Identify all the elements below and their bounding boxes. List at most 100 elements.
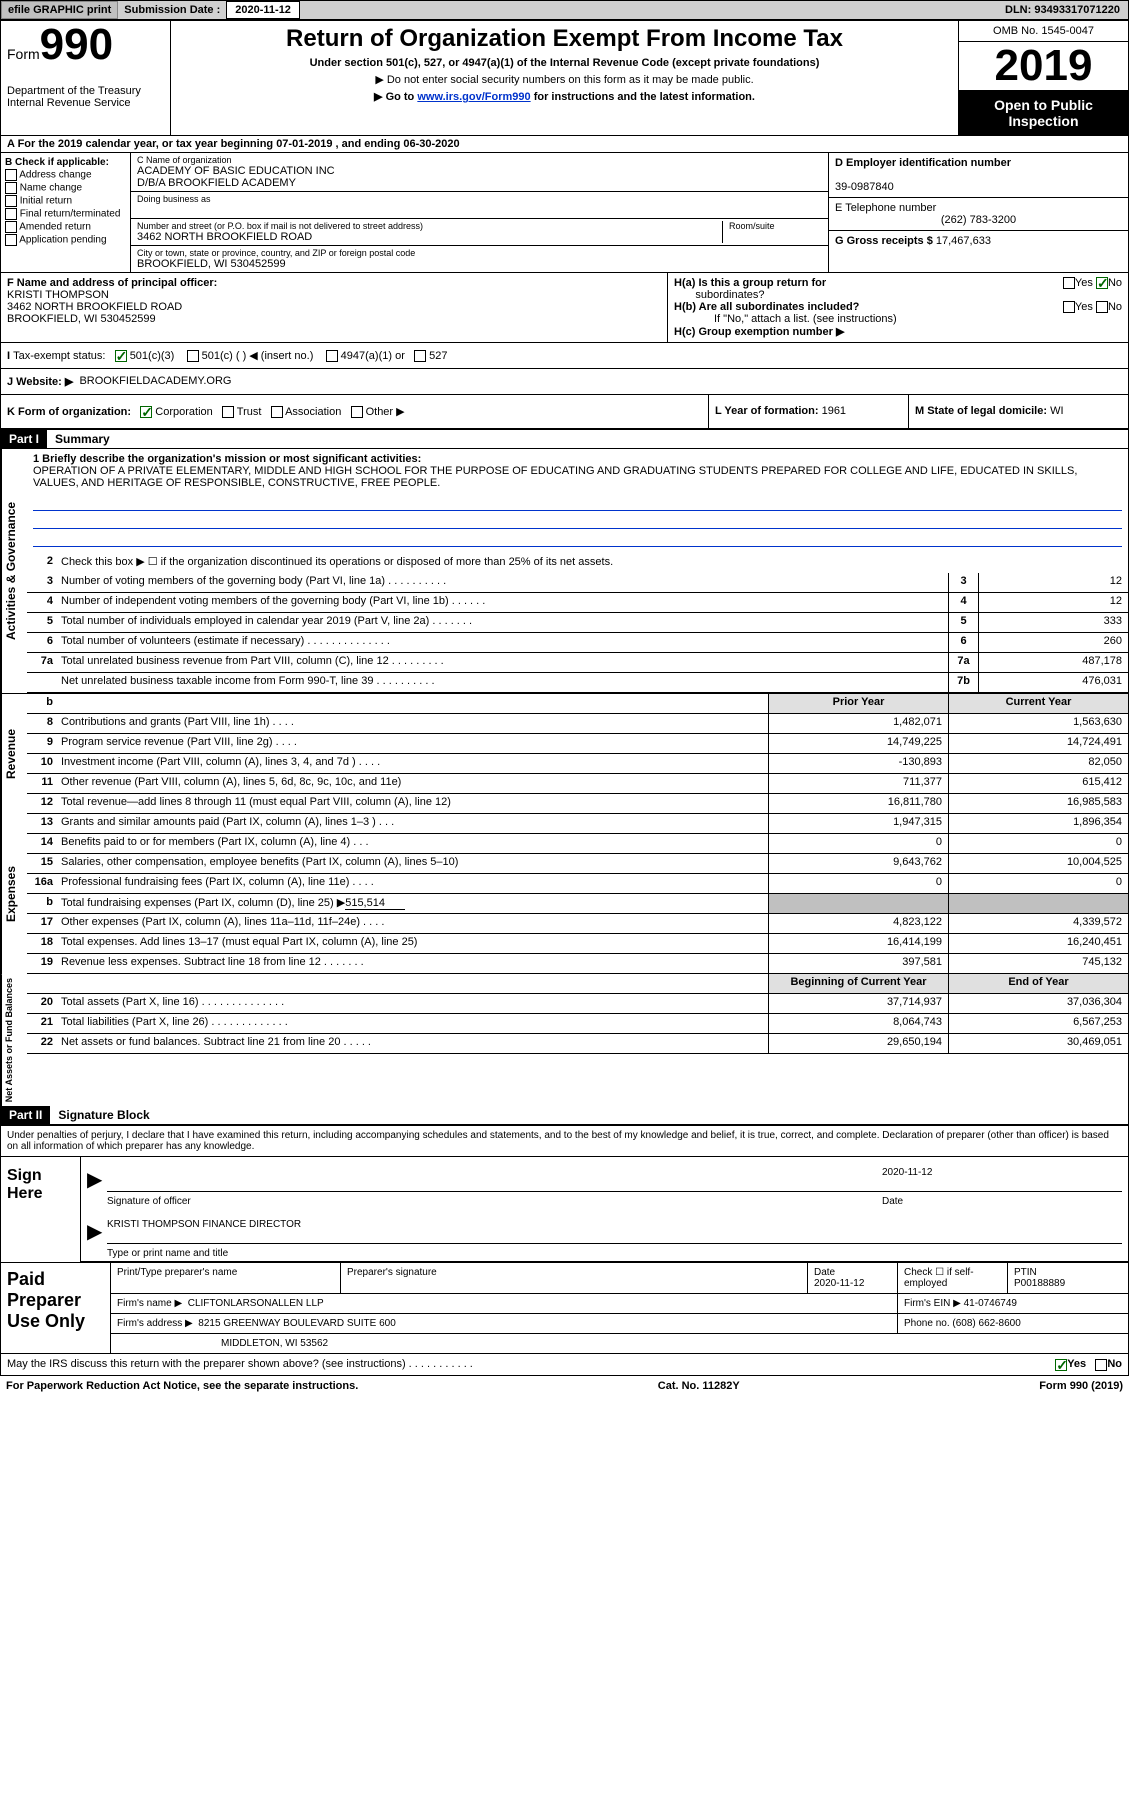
summary-governance: Activities & Governance 1 Briefly descri… (1, 449, 1128, 693)
summary-revenue: Revenue bPrior YearCurrent Year 8Contrib… (1, 693, 1128, 814)
chk-application-pending[interactable] (5, 234, 17, 246)
b22: 29,650,194 (768, 1034, 948, 1053)
discuss-yes[interactable] (1055, 1359, 1067, 1371)
form-header: Form990 Department of the Treasury Inter… (1, 21, 1128, 136)
chk-other[interactable] (351, 406, 363, 418)
website-value: BROOKFIELDACADEMY.ORG (79, 375, 231, 388)
b20: 37,714,937 (768, 994, 948, 1013)
mission-text: OPERATION OF A PRIVATE ELEMENTARY, MIDDL… (33, 465, 1077, 489)
chk-initial-return[interactable] (5, 195, 17, 207)
hb-yes[interactable] (1063, 301, 1075, 313)
side-revenue: Revenue (1, 694, 27, 814)
side-net-assets: Net Assets or Fund Balances (1, 974, 27, 1106)
line-2: Check this box ▶ ☐ if the organization d… (57, 553, 1128, 573)
preparer-sig-label: Preparer's signature (341, 1263, 808, 1293)
subtitle-2: ▶ Do not enter social security numbers o… (181, 73, 948, 86)
col-b-checkboxes: B Check if applicable: Address change Na… (1, 153, 131, 272)
signature-arrow-icon: ▶ (87, 1167, 107, 1192)
p10: -130,893 (768, 754, 948, 773)
street-address: 3462 NORTH BROOKFIELD ROAD (137, 231, 722, 243)
e21: 6,567,253 (948, 1014, 1128, 1033)
gross-label: G Gross receipts $ (835, 235, 933, 247)
ha-no[interactable] (1096, 277, 1108, 289)
submission-label: Submission Date : (118, 4, 226, 16)
sig-officer-label: Signature of officer (107, 1196, 872, 1207)
irs-link[interactable]: www.irs.gov/Form990 (417, 91, 530, 103)
page-footer: For Paperwork Reduction Act Notice, see … (0, 1376, 1129, 1396)
c16a: 0 (948, 874, 1128, 893)
city-state-zip: BROOKFIELD, WI 530452599 (137, 258, 822, 270)
officer-addr2: BROOKFIELD, WI 530452599 (7, 313, 156, 325)
city-label: City or town, state or province, country… (137, 248, 822, 258)
line-18: Total expenses. Add lines 13–17 (must eq… (57, 934, 768, 953)
val-6: 260 (978, 633, 1128, 652)
firm-ein: 41-0746749 (964, 1298, 1017, 1309)
signature-declaration: Under penalties of perjury, I declare th… (1, 1125, 1128, 1156)
form-number: 990 (40, 20, 113, 69)
val-7a: 487,178 (978, 653, 1128, 672)
room-label: Room/suite (729, 221, 822, 231)
ein-label: D Employer identification number (835, 157, 1011, 169)
irs: Internal Revenue Service (7, 97, 164, 109)
preparer-date: 2020-11-12 (814, 1278, 864, 1289)
c14: 0 (948, 834, 1128, 853)
p8: 1,482,071 (768, 714, 948, 733)
c15: 10,004,525 (948, 854, 1128, 873)
hdr-prior-year: Prior Year (768, 694, 948, 713)
tel-value: (262) 783-3200 (835, 214, 1122, 226)
chk-527[interactable] (414, 350, 426, 362)
c9: 14,724,491 (948, 734, 1128, 753)
p17: 4,823,122 (768, 914, 948, 933)
subtitle-1: Under section 501(c), 527, or 4947(a)(1)… (181, 57, 948, 69)
firm-addr: 8215 GREENWAY BOULEVARD SUITE 600 (198, 1318, 395, 1329)
officer-addr1: 3462 NORTH BROOKFIELD ROAD (7, 301, 182, 313)
chk-trust[interactable] (222, 406, 234, 418)
val-4: 12 (978, 593, 1128, 612)
row-i-tax-status: I Tax-exempt status: 501(c)(3) 501(c) ( … (1, 343, 1128, 369)
row-f-h: F Name and address of principal officer:… (1, 273, 1128, 343)
c19: 745,132 (948, 954, 1128, 973)
gross-receipts: 17,467,633 (936, 235, 991, 247)
chk-501c3[interactable] (115, 350, 127, 362)
chk-501c[interactable] (187, 350, 199, 362)
ein-value: 39-0987840 (835, 181, 894, 193)
line-15: Salaries, other compensation, employee b… (57, 854, 768, 873)
org-name: ACADEMY OF BASIC EDUCATION INC (137, 165, 822, 177)
chk-corp[interactable] (140, 406, 152, 418)
hb-no[interactable] (1096, 301, 1108, 313)
c12: 16,985,583 (948, 794, 1128, 813)
chk-4947[interactable] (326, 350, 338, 362)
chk-amended-return[interactable] (5, 221, 17, 233)
paid-preparer-label: Paid Preparer Use Only (1, 1263, 111, 1353)
dept-treasury: Department of the Treasury (7, 85, 164, 97)
line-7a: Total unrelated business revenue from Pa… (57, 653, 948, 672)
year-formation: 1961 (822, 405, 846, 417)
c11: 615,412 (948, 774, 1128, 793)
form-ref: Form 990 (2019) (1039, 1380, 1123, 1392)
chk-address-change[interactable] (5, 169, 17, 181)
p12: 16,811,780 (768, 794, 948, 813)
chk-final-return[interactable] (5, 208, 17, 220)
line-14: Benefits paid to or for members (Part IX… (57, 834, 768, 853)
efile-print-button[interactable]: efile GRAPHIC print (1, 1, 118, 19)
open-inspection: Open to PublicInspection (959, 91, 1128, 135)
hb-note: If "No," attach a list. (see instruction… (674, 313, 1122, 325)
ptin: P00188889 (1014, 1278, 1065, 1289)
hdr-end-year: End of Year (948, 974, 1128, 993)
line-19: Revenue less expenses. Subtract line 18 … (57, 954, 768, 973)
chk-name-change[interactable] (5, 182, 17, 194)
p15: 9,643,762 (768, 854, 948, 873)
preparer-name-label: Print/Type preparer's name (111, 1263, 341, 1293)
ha-yes[interactable] (1063, 277, 1075, 289)
p9: 14,749,225 (768, 734, 948, 753)
line-17: Other expenses (Part IX, column (A), lin… (57, 914, 768, 933)
chk-assoc[interactable] (271, 406, 283, 418)
sign-here-block: Sign Here ▶ 2020-11-12 Signature of offi… (1, 1156, 1128, 1262)
line-1-label: 1 Briefly describe the organization's mi… (33, 453, 421, 465)
row-a-tax-year: A For the 2019 calendar year, or tax yea… (1, 136, 1128, 153)
c10: 82,050 (948, 754, 1128, 773)
row-k-l-m: K Form of organization: Corporation Trus… (1, 395, 1128, 430)
discuss-no[interactable] (1095, 1359, 1107, 1371)
form-container: Form990 Department of the Treasury Inter… (0, 20, 1129, 1376)
line-6: Total number of volunteers (estimate if … (57, 633, 948, 652)
